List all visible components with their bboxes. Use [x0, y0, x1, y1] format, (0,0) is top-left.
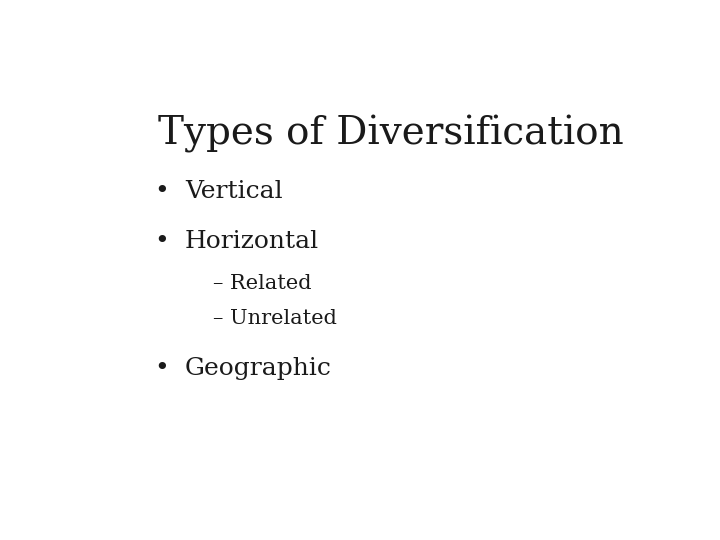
Text: •: • — [154, 180, 169, 203]
Text: Vertical: Vertical — [185, 180, 282, 203]
Text: – Unrelated: – Unrelated — [213, 309, 337, 328]
Text: Types of Diversification: Types of Diversification — [158, 114, 624, 153]
Text: – Related: – Related — [213, 274, 311, 293]
Text: Geographic: Geographic — [185, 357, 332, 380]
Text: •: • — [154, 357, 169, 380]
Text: •: • — [154, 230, 169, 253]
Text: Horizontal: Horizontal — [185, 230, 319, 253]
